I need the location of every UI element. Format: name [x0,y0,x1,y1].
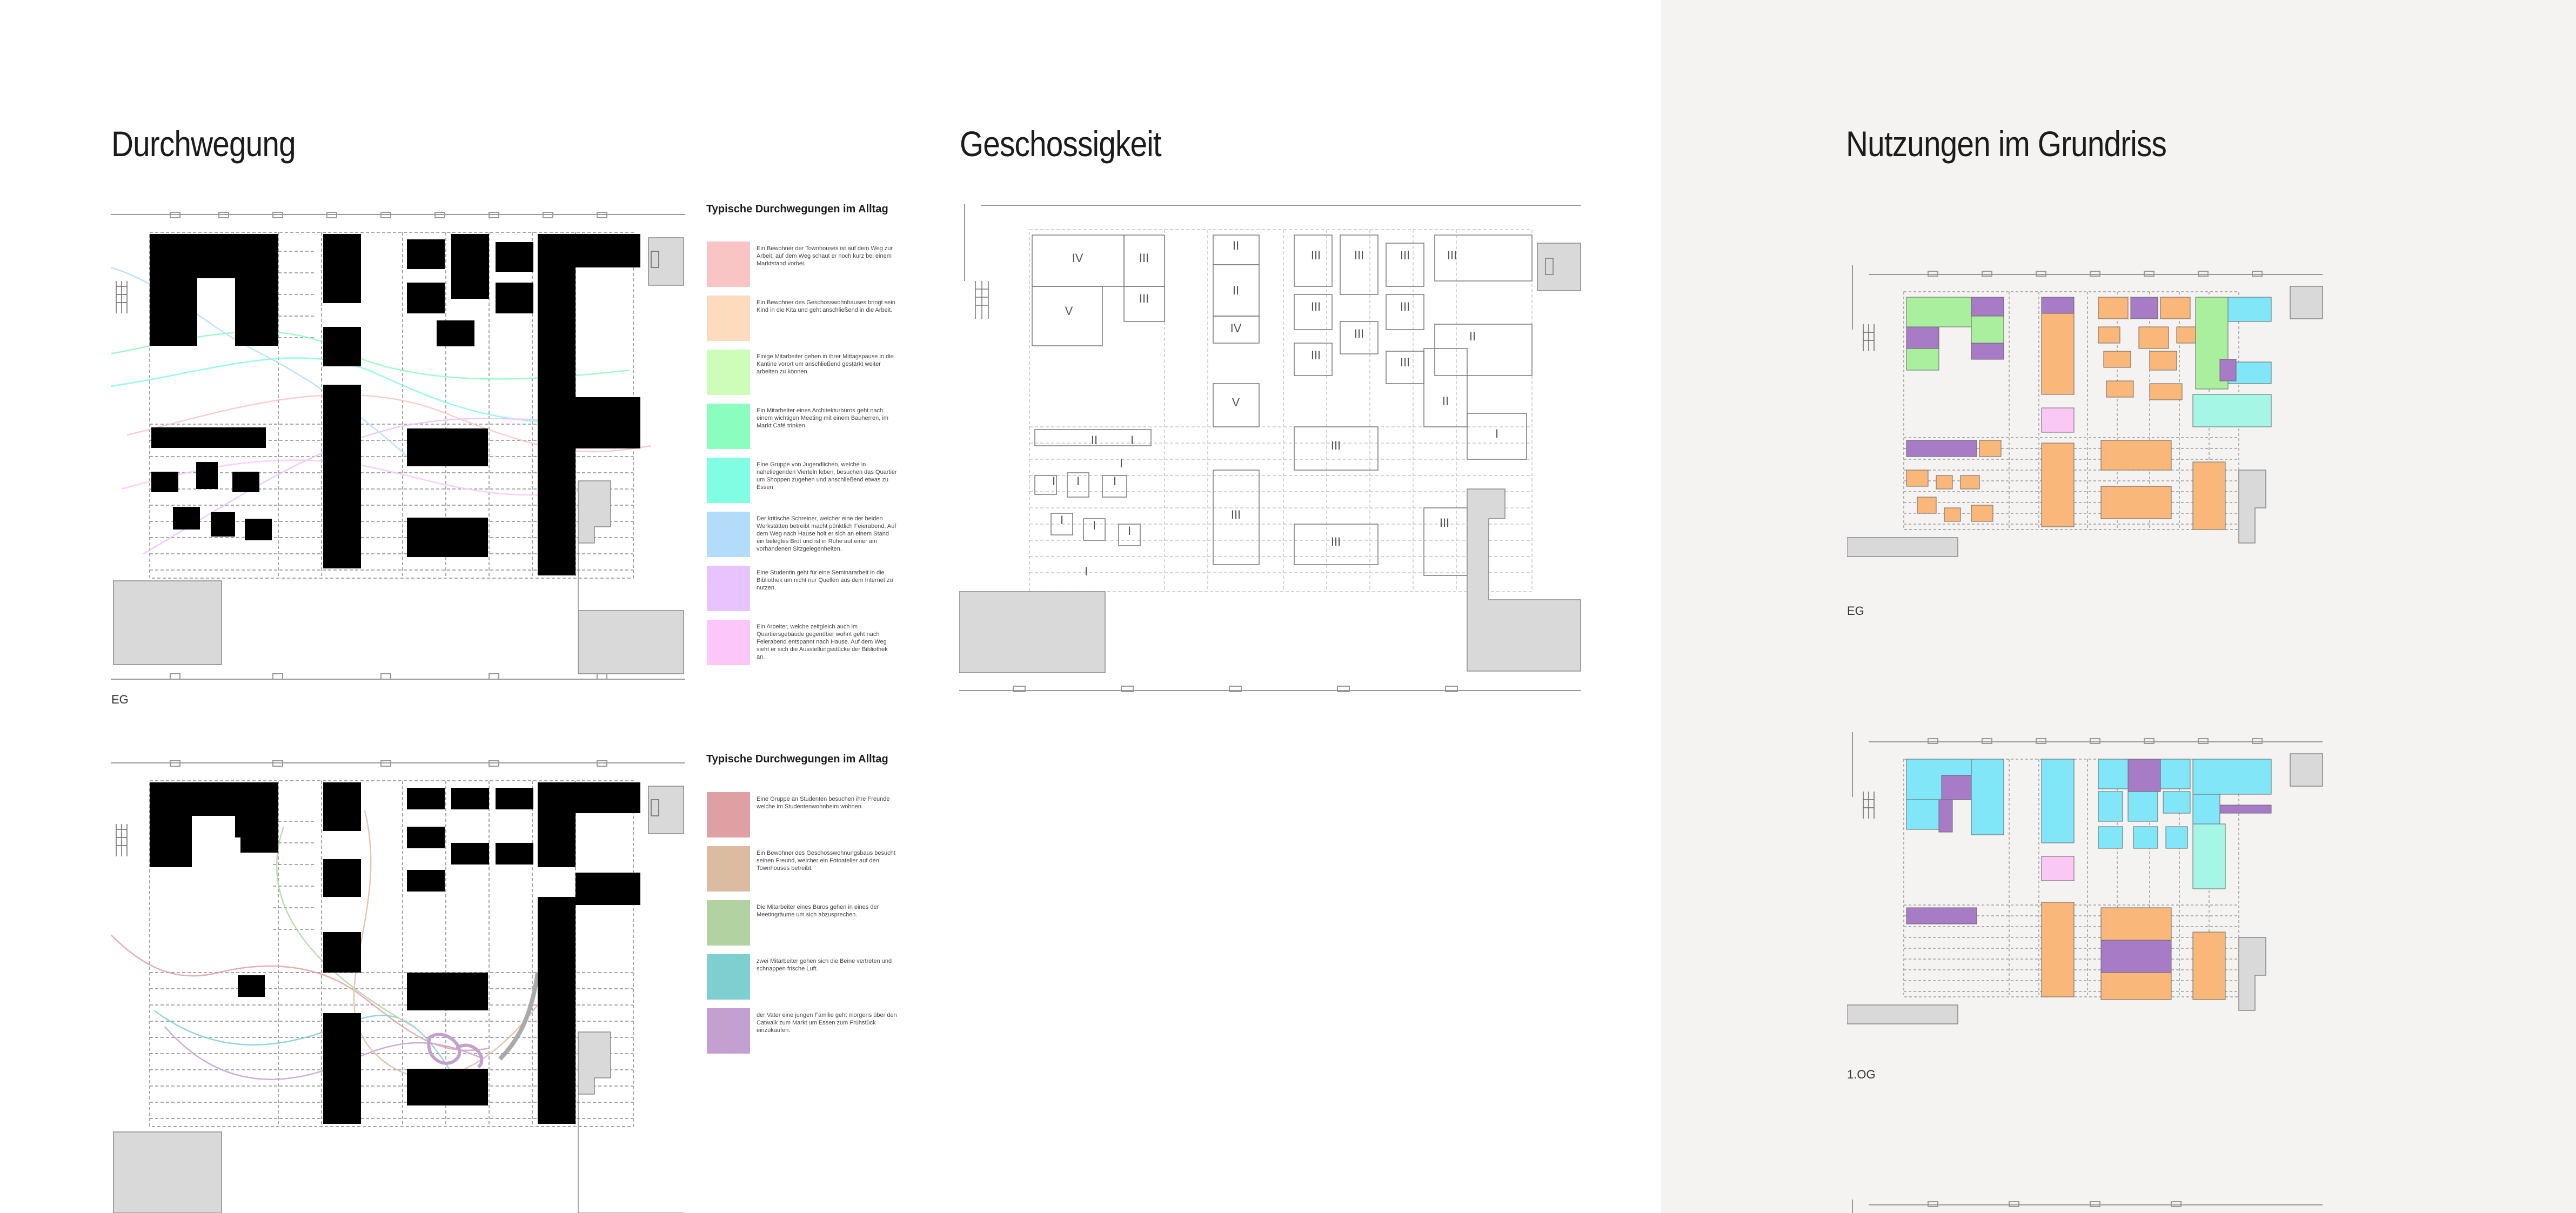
legend-item: Ein Bewohner des Geschosswohnhauses brin… [707,296,901,342]
legend-swatch [707,242,750,287]
storey-label: III [1354,249,1364,262]
legend-swatch [707,512,750,557]
storey-label: III [1311,249,1321,262]
storey-label: III [1447,249,1457,262]
legend-a-title: Typische Durchwegungen im Alltag [706,203,888,215]
storey-label: IV [1072,251,1083,265]
storey-label: I [1128,524,1131,538]
storey-label: III [1139,292,1149,305]
storey-label: III [1400,249,1410,262]
storey-label: III [1440,516,1449,530]
title-geschossigkeit: Geschossigkeit [960,124,1162,164]
legend-item: Ein Mitarbeiter eines Architekturbüros g… [707,404,901,450]
storey-label: III [1331,535,1341,548]
storey-label: III [1331,439,1341,452]
legend-swatch [707,954,750,1000]
storey-label: I [1130,433,1134,447]
legend-item: Ein Arbeiter, welche zeitgleich auch im … [707,620,901,666]
storey-label: III [1400,356,1410,369]
storey-label: I [1093,519,1096,532]
legend-text: Der kritische Schreiner, welcher eine de… [757,515,896,552]
legend-swatch [707,458,750,503]
storey-label: III [1311,349,1321,362]
storey-label: III [1354,327,1364,340]
storey-label: I [1052,474,1055,488]
legend-swatch [707,846,750,892]
storey-label: II [1442,394,1449,408]
storey-label: I [1085,565,1088,578]
legend-swatch [707,620,750,665]
storey-label: II [1469,330,1476,343]
storey-label: II [1091,433,1098,447]
legend-swatch [707,792,750,837]
legend-item: Eine Studentin geht für eine Seminararbe… [707,566,901,612]
legend-item: Ein Bewohner der Townhouses ist auf dem … [707,242,901,288]
legend-text: Ein Arbeiter, welche zeitgleich auch im … [757,624,888,660]
legend-item: Eine Gruppe von Jugendlichen, welche in … [707,458,901,504]
storey-label: I [1060,513,1063,527]
legend-text: Ein Mitarbeiter eines Architekturbüros g… [757,407,888,429]
storey-label: V [1232,396,1240,409]
floor-label-1og-nutzungen: 1.OG [1847,1068,1876,1081]
storey-label: II [1233,284,1239,297]
legend-swatch [707,1008,750,1054]
legend-item: zwei Mitarbeiter gehen sich die Beine ve… [707,954,901,1001]
legend-text: Eine Gruppe an Studenten besuchen ihre F… [757,796,890,810]
legend-text: zwei Mitarbeiter gehen sich die Beine ve… [757,958,892,972]
legend-item: der Vater eine jungen Familie geht morge… [707,1008,901,1055]
legend-text: Eine Gruppe von Jugendlichen, welche in … [757,461,897,491]
nutzungen-plan-eg [1847,265,2323,557]
right-panel-background [1661,0,2576,1213]
nutzungen-plan-1og [1847,732,2323,1024]
storey-label: I [1113,474,1116,488]
legend-item: Eine Gruppe an Studenten besuchen ihre F… [707,792,901,839]
legend-swatch [707,350,750,395]
legend-item: Die Mitarbeiter eines Büros gehen in ein… [707,900,901,947]
legend-text: Einige Mitarbeiter gehen in ihrer Mittag… [757,353,894,375]
storey-label: III [1311,300,1321,313]
legend-swatch [707,296,750,341]
legend-swatch [707,404,750,449]
storey-label: V [1065,304,1073,318]
legend-swatch [707,900,750,946]
storey-label: I [1076,474,1080,488]
storey-label: III [1400,300,1410,313]
legend-text: Ein Bewohner des Geschosswohnungsbaus be… [757,850,895,872]
durchwegung-plan-og [111,760,685,1213]
legend-text: der Vater eine jungen Familie geht morge… [757,1012,897,1034]
legend-text: Eine Studentin geht für eine Seminararbe… [757,569,893,591]
floor-label-eg-durchwegung: EG [111,693,129,706]
floor-label-eg-nutzungen: EG [1847,604,1864,618]
storey-label: III [1231,508,1241,521]
legend-b-title: Typische Durchwegungen im Alltag [706,753,888,765]
title-nutzungen: Nutzungen im Grundriss [1846,124,2167,164]
storey-label: IV [1230,321,1242,335]
legend-text: Die Mitarbeiter eines Büros gehen in ein… [757,904,879,918]
legend-text: Ein Bewohner des Geschosswohnhauses brin… [757,299,895,313]
legend-item: Ein Bewohner des Geschosswohnungsbaus be… [707,846,901,893]
legend-text: Ein Bewohner der Townhouses ist auf dem … [757,245,893,267]
storey-label: I [1495,427,1498,440]
storey-label: I [1120,457,1123,470]
nutzungen-plan-2og-partial [1852,1199,2323,1213]
storey-label: III [1139,251,1149,265]
storey-label: II [1233,239,1239,252]
durchwegung-plan-eg [111,212,685,680]
legend-item: Einige Mitarbeiter gehen in ihrer Mittag… [707,350,901,396]
legend-swatch [707,566,750,611]
legend-item: Der kritische Schreiner, welcher eine de… [707,512,901,558]
title-durchwegung: Durchwegung [111,124,296,164]
